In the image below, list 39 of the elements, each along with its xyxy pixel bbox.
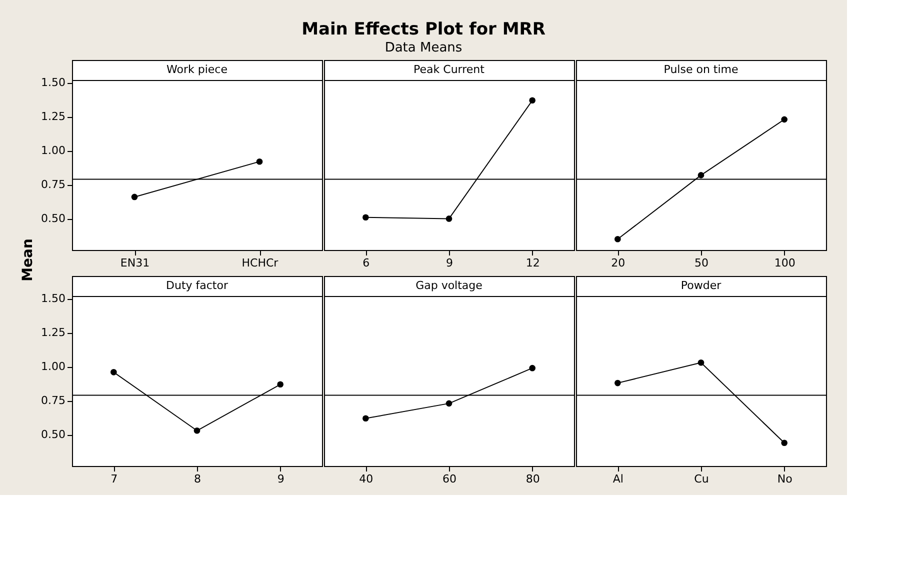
x-tick-label: 9 [277, 472, 284, 486]
y-tick-label: 0.50 [41, 428, 66, 442]
text: Mean [20, 238, 36, 282]
x-tick-label: 7 [110, 472, 118, 486]
x-tick-label: 9 [446, 256, 453, 270]
x-tick-label: 80 [526, 472, 540, 486]
x-tick-label: 100 [774, 256, 796, 270]
text: Main Effects Plot for MRR [302, 20, 546, 40]
x-tick-label: 12 [526, 256, 540, 270]
y-tick-label: 0.75 [41, 178, 66, 192]
x-tick-label: Al [612, 472, 624, 486]
text: Data Means [384, 40, 462, 56]
x-tick-label: 40 [359, 472, 374, 486]
x-tick-label: 50 [694, 256, 708, 270]
y-tick-label: 1.00 [41, 144, 66, 158]
chart-title: Work piece [166, 63, 228, 76]
x-tick-label: No [777, 472, 793, 486]
chart-title: Peak Current [414, 63, 486, 76]
x-tick-label: 60 [442, 472, 456, 486]
x-tick-label: 8 [194, 472, 201, 486]
x-tick-label: EN31 [120, 256, 150, 270]
point [277, 381, 284, 388]
y-tick-label: 0.75 [41, 394, 66, 408]
chart-title: Powder [680, 279, 722, 292]
y-tick-label: 1.50 [41, 76, 66, 90]
point [110, 369, 117, 376]
chart-title: Duty factor [166, 279, 228, 292]
y-tick-label: 1.25 [41, 110, 66, 124]
x-tick-label: HCHCr [242, 256, 279, 270]
chart-title: Gap voltage [416, 279, 483, 292]
x-tick-label: 20 [611, 256, 626, 270]
y-tick-label: 1.25 [41, 326, 66, 340]
y-tick-label: 1.00 [41, 360, 66, 374]
y-tick-label: 1.50 [41, 292, 66, 306]
chart-title: Pulse on time [664, 63, 738, 76]
x-tick-label: 6 [362, 256, 370, 270]
point [194, 427, 200, 434]
y-tick-label: 0.50 [41, 212, 66, 226]
x-tick-label: Cu [694, 472, 709, 486]
